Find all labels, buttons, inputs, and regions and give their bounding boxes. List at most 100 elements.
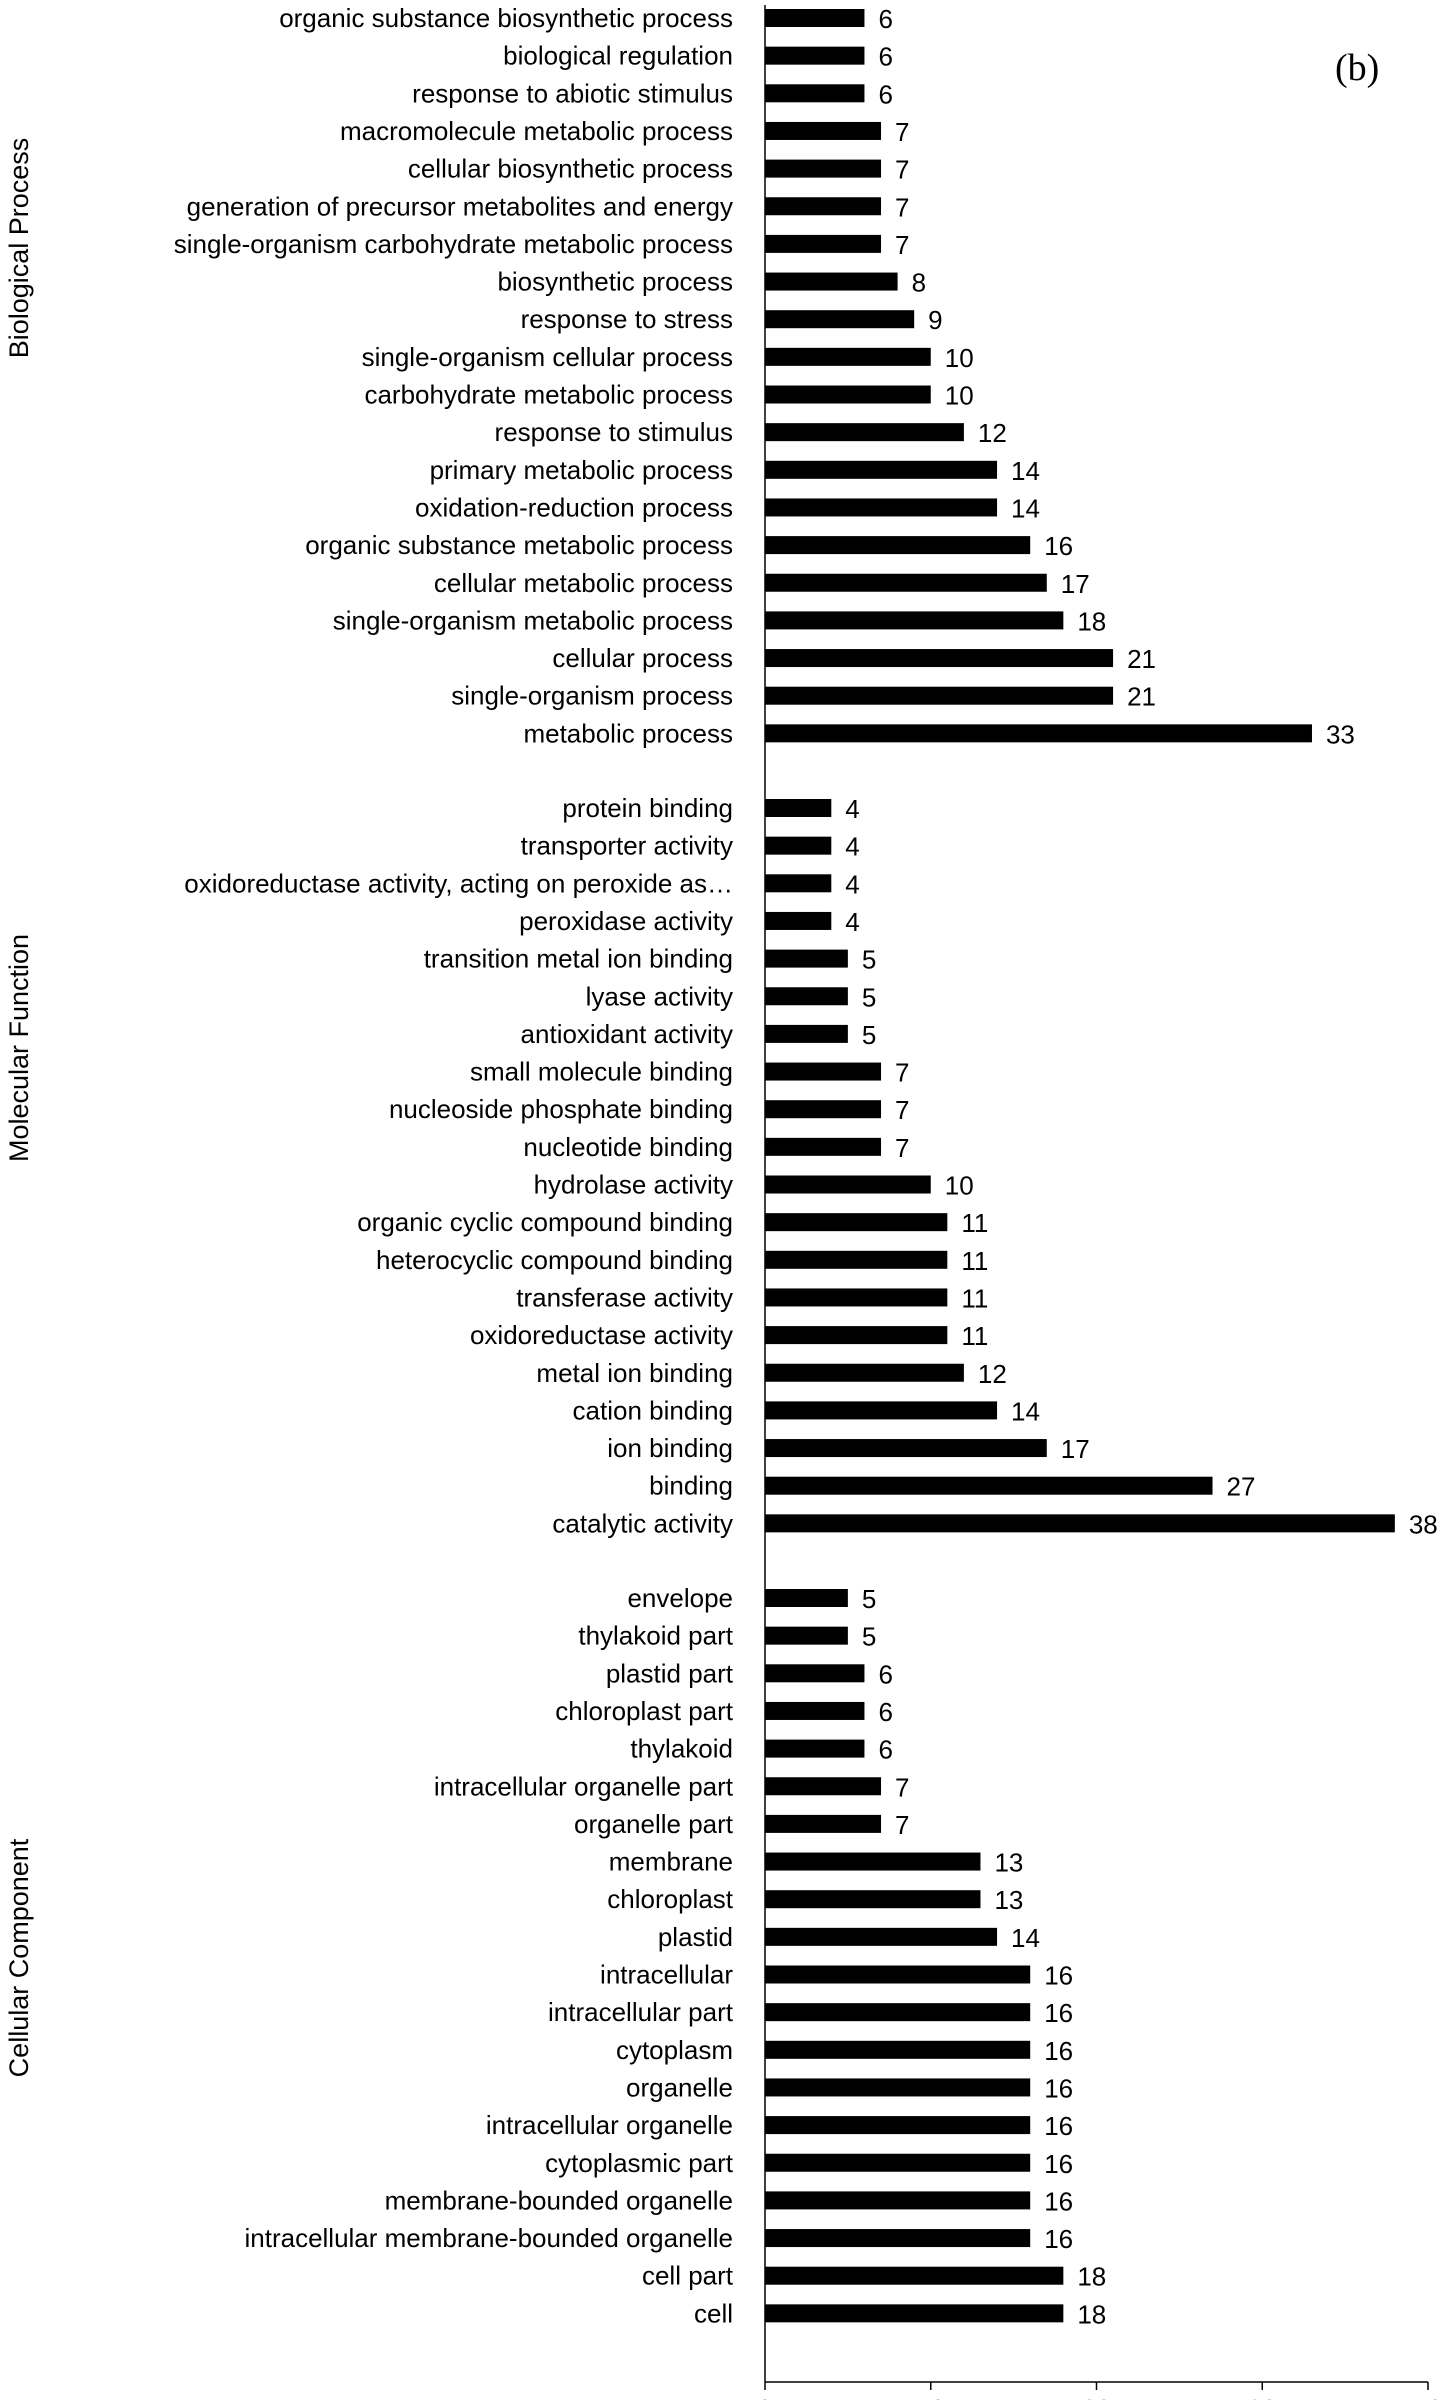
data-label: 6 (878, 1659, 892, 1689)
bar (765, 385, 931, 404)
category-label: intracellular membrane-bounded organelle (244, 2223, 733, 2253)
category-label: antioxidant activity (521, 1019, 733, 1049)
bar (765, 1137, 882, 1156)
data-label: 27 (1227, 1472, 1256, 1502)
bar (765, 423, 964, 442)
data-label: 10 (945, 381, 974, 411)
category-label: peroxidase activity (519, 906, 733, 936)
category-label: cell (694, 2298, 733, 2328)
bar (765, 460, 998, 479)
data-label: 12 (978, 1359, 1007, 1389)
data-label: 11 (961, 1208, 988, 1238)
data-label: 18 (1077, 2262, 1106, 2292)
x-tick-label: 20 (1082, 2394, 1111, 2400)
data-label: 7 (895, 230, 909, 260)
group-label-biological-process: Biological Process (4, 138, 34, 359)
data-label: 4 (845, 907, 859, 937)
bar (765, 1965, 1031, 1984)
category-label: organic substance biosynthetic process (279, 3, 733, 33)
bar (765, 1401, 998, 1420)
bar (765, 1664, 865, 1683)
category-label: intracellular organelle part (434, 1771, 734, 1801)
data-label: 17 (1061, 1434, 1090, 1464)
data-label: 11 (961, 1321, 988, 1351)
category-label: organic cyclic compound binding (357, 1207, 733, 1237)
data-label: 5 (862, 1622, 876, 1652)
x-tick-label: 30 (1248, 2394, 1277, 2400)
category-label: biological regulation (503, 41, 733, 71)
category-label: metabolic process (523, 718, 733, 748)
bar (765, 836, 832, 855)
category-label: primary metabolic process (430, 455, 733, 485)
category-label: nucleoside phosphate binding (389, 1094, 733, 1124)
data-label: 4 (845, 794, 859, 824)
category-label: lyase activity (586, 981, 733, 1011)
bar (765, 1250, 948, 1269)
category-label: single-organism cellular process (362, 342, 733, 372)
category-label: organelle (626, 2072, 733, 2102)
bar (765, 2116, 1031, 2135)
bar (765, 1739, 865, 1758)
category-label: biosynthetic process (497, 267, 733, 297)
category-label: protein binding (562, 793, 733, 823)
data-label: 11 (961, 1246, 988, 1276)
category-label: intracellular part (548, 1997, 734, 2027)
data-label: 33 (1326, 719, 1355, 749)
bar (765, 2229, 1031, 2248)
category-label: membrane-bounded organelle (385, 2185, 733, 2215)
category-label: cellular process (552, 643, 733, 673)
x-tick-label: 10 (916, 2394, 945, 2400)
data-label: 13 (994, 1885, 1023, 1915)
category-label: plastid (658, 1922, 733, 1952)
bar (765, 987, 848, 1006)
data-label: 11 (961, 1283, 988, 1313)
category-label: cytoplasmic part (545, 2148, 734, 2178)
data-label: 16 (1044, 2149, 1073, 2179)
bar (765, 1814, 882, 1833)
category-label: transition metal ion binding (424, 944, 733, 974)
bar (765, 949, 848, 968)
data-label: 16 (1044, 1998, 1073, 2028)
data-label: 7 (895, 1772, 909, 1802)
category-label: heterocyclic compound binding (376, 1245, 733, 1275)
bar (765, 1062, 882, 1081)
bar (765, 1288, 948, 1307)
category-label: cation binding (573, 1395, 733, 1425)
data-label: 21 (1127, 644, 1156, 674)
category-label: chloroplast (607, 1884, 734, 1914)
data-label: 5 (862, 982, 876, 1012)
bar (765, 498, 998, 517)
data-label: 6 (878, 4, 892, 34)
data-label: 4 (845, 832, 859, 862)
data-label: 16 (1044, 531, 1073, 561)
category-label: cytoplasm (616, 2035, 733, 2065)
data-label: 5 (862, 1584, 876, 1614)
category-label: oxidoreductase activity, acting on perox… (184, 868, 733, 898)
bar (765, 1589, 848, 1607)
data-label: 7 (895, 1058, 909, 1088)
data-label: 12 (978, 418, 1007, 448)
bar (765, 1326, 948, 1345)
bar (765, 649, 1114, 668)
data-label: 5 (862, 945, 876, 975)
data-label: 21 (1127, 682, 1156, 712)
category-label: nucleotide binding (523, 1132, 733, 1162)
data-label: 38 (1409, 1509, 1438, 1539)
category-label: cellular metabolic process (434, 568, 733, 598)
category-label: metal ion binding (536, 1358, 733, 1388)
category-label: single-organism carbohydrate metabolic p… (174, 229, 733, 259)
category-label: ion binding (607, 1433, 733, 1463)
data-label: 5 (862, 1020, 876, 1050)
data-label: 16 (1044, 2073, 1073, 2103)
data-label: 7 (895, 155, 909, 185)
data-label: 10 (945, 1171, 974, 1201)
bar (765, 2003, 1031, 2022)
bar (765, 272, 898, 291)
data-label: 4 (845, 869, 859, 899)
bar (765, 1363, 964, 1382)
bar (765, 2191, 1031, 2210)
data-label: 14 (1011, 1396, 1040, 1426)
bar (765, 2304, 1064, 2323)
data-label: 6 (878, 1697, 892, 1727)
bar (765, 2040, 1031, 2059)
